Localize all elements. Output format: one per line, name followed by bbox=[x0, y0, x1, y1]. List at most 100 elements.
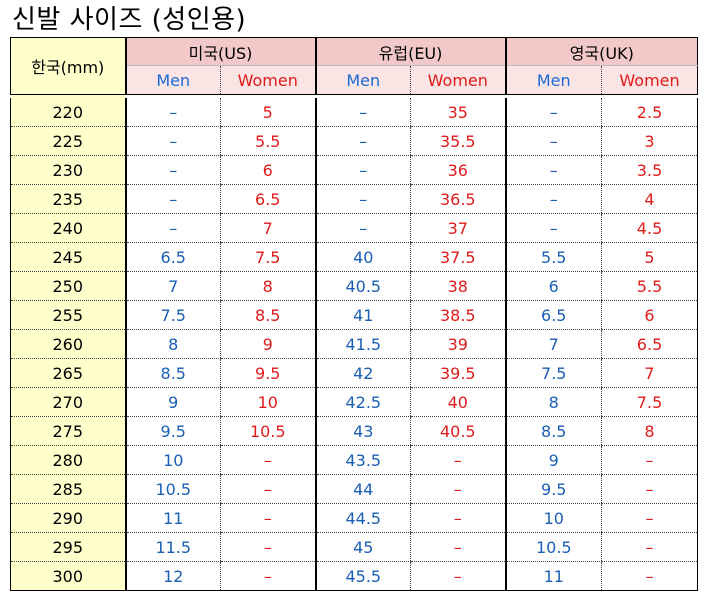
us-men-cell: – bbox=[125, 126, 221, 156]
eu-men-cell: – bbox=[314, 126, 411, 156]
us-women-cell: 8 bbox=[219, 271, 316, 301]
table-row: 230–6–36–3.5 bbox=[10, 155, 699, 185]
us-men-cell: – bbox=[125, 155, 221, 185]
uk-women-cell: – bbox=[601, 445, 699, 475]
eu-women-cell: 39 bbox=[410, 329, 506, 359]
korea-size-cell: 285 bbox=[10, 474, 127, 504]
eu-men-cell: 42 bbox=[314, 358, 411, 388]
eu-women-cell: 38 bbox=[410, 271, 506, 301]
header-us-men: Men bbox=[125, 65, 221, 95]
eu-men-cell: 45 bbox=[314, 532, 411, 562]
table-row: 220–5–35–2.5 bbox=[10, 98, 699, 127]
us-men-cell: 11.5 bbox=[125, 532, 221, 562]
us-women-cell: 9.5 bbox=[219, 358, 316, 388]
korea-size-cell: 230 bbox=[10, 155, 127, 185]
uk-men-cell: 8.5 bbox=[504, 416, 602, 446]
korea-size-cell: 225 bbox=[10, 126, 127, 156]
table-row: 275 9.5 10.5 43 40.5 8.5 8 bbox=[10, 416, 699, 446]
header-gap bbox=[10, 94, 698, 98]
eu-women-cell: – bbox=[410, 532, 506, 562]
eu-men-cell: 42.5 bbox=[314, 387, 411, 417]
korea-size-cell: 245 bbox=[10, 242, 127, 272]
eu-men-cell: – bbox=[314, 98, 411, 127]
table-row: 270 9 10 42.5 40 8 7.5 bbox=[10, 387, 699, 417]
shoe-size-table: 한국(mm) 미국(US) 유럽(EU) 영국(UK) Men Women Me… bbox=[10, 37, 699, 591]
eu-women-cell: – bbox=[410, 445, 506, 475]
page-title: 신발 사이즈 (성인용) bbox=[12, 5, 247, 35]
us-men-cell: 7.5 bbox=[125, 300, 221, 330]
table-row: 225–5.5–35.5–3 bbox=[10, 126, 699, 156]
uk-women-cell: – bbox=[601, 474, 699, 504]
eu-women-cell: 39.5 bbox=[410, 358, 506, 388]
eu-men-cell: 41.5 bbox=[314, 329, 411, 359]
eu-men-cell: – bbox=[314, 184, 411, 214]
us-men-cell: – bbox=[125, 98, 221, 127]
uk-men-cell: – bbox=[504, 98, 602, 127]
eu-women-cell: 37.5 bbox=[410, 242, 506, 272]
uk-women-cell: 6 bbox=[601, 300, 699, 330]
header-eu-men: Men bbox=[314, 65, 411, 95]
korea-size-cell: 260 bbox=[10, 329, 127, 359]
korea-size-cell: 235 bbox=[10, 184, 127, 214]
us-women-cell: 7 bbox=[219, 213, 316, 243]
uk-men-cell: 8 bbox=[504, 387, 602, 417]
uk-women-cell: – bbox=[601, 532, 699, 562]
uk-men-cell: – bbox=[504, 126, 602, 156]
eu-women-cell: 36.5 bbox=[410, 184, 506, 214]
table-row: 290 11–44.5–10– bbox=[10, 503, 699, 533]
us-men-cell: 9 bbox=[125, 387, 221, 417]
uk-men-cell: 10.5 bbox=[504, 532, 602, 562]
uk-women-cell: – bbox=[601, 503, 699, 533]
us-women-cell: 10.5 bbox=[219, 416, 316, 446]
size-rows: 220–5–35–2.5 225–5.5–35.5–3 230–6–36–3.5 23… bbox=[10, 98, 699, 591]
table-row: 245 6.5 7.5 40 37.5 5.5 5 bbox=[10, 242, 699, 272]
eu-women-cell: 37 bbox=[410, 213, 506, 243]
korea-size-cell: 295 bbox=[10, 532, 127, 562]
korea-size-cell: 270 bbox=[10, 387, 127, 417]
header-group-uk: 영국(UK) bbox=[504, 37, 699, 66]
table-row: 285 10.5–44–9.5– bbox=[10, 474, 699, 504]
uk-men-cell: 6 bbox=[504, 271, 602, 301]
eu-women-cell: 40 bbox=[410, 387, 506, 417]
us-men-cell: 11 bbox=[125, 503, 221, 533]
uk-women-cell: 6.5 bbox=[601, 329, 699, 359]
us-women-cell: – bbox=[219, 532, 316, 562]
uk-men-cell: 9.5 bbox=[504, 474, 602, 504]
header-korea-mm: 한국(mm) bbox=[10, 37, 127, 95]
header-uk-women: Women bbox=[601, 65, 699, 95]
uk-men-cell: 10 bbox=[504, 503, 602, 533]
eu-women-cell: – bbox=[410, 474, 506, 504]
eu-women-cell: 35.5 bbox=[410, 126, 506, 156]
us-men-cell: 12 bbox=[125, 561, 221, 591]
us-men-cell: – bbox=[125, 213, 221, 243]
uk-women-cell: 2.5 bbox=[601, 98, 699, 127]
eu-women-cell: 40.5 bbox=[410, 416, 506, 446]
uk-men-cell: 6.5 bbox=[504, 300, 602, 330]
korea-size-cell: 240 bbox=[10, 213, 127, 243]
us-men-cell: 10.5 bbox=[125, 474, 221, 504]
table-row: 255 7.5 8.5 41 38.5 6.5 6 bbox=[10, 300, 699, 330]
uk-women-cell: 3 bbox=[601, 126, 699, 156]
us-men-cell: 9.5 bbox=[125, 416, 221, 446]
korea-size-cell: 265 bbox=[10, 358, 127, 388]
table-row: 260 8 9 41.5 39 7 6.5 bbox=[10, 329, 699, 359]
table-row: 250 7 8 40.5 38 6 5.5 bbox=[10, 271, 699, 301]
eu-women-cell: 38.5 bbox=[410, 300, 506, 330]
uk-men-cell: – bbox=[504, 184, 602, 214]
uk-men-cell: 7.5 bbox=[504, 358, 602, 388]
eu-men-cell: 44.5 bbox=[314, 503, 411, 533]
korea-size-cell: 250 bbox=[10, 271, 127, 301]
korea-size-cell: 275 bbox=[10, 416, 127, 446]
eu-men-cell: – bbox=[314, 213, 411, 243]
us-men-cell: 8 bbox=[125, 329, 221, 359]
us-women-cell: 8.5 bbox=[219, 300, 316, 330]
header-group-eu: 유럽(EU) bbox=[314, 37, 506, 66]
us-women-cell: – bbox=[219, 474, 316, 504]
eu-men-cell: 43 bbox=[314, 416, 411, 446]
us-women-cell: – bbox=[219, 445, 316, 475]
us-men-cell: 10 bbox=[125, 445, 221, 475]
us-women-cell: 5 bbox=[219, 98, 316, 127]
uk-men-cell: – bbox=[504, 213, 602, 243]
uk-women-cell: 4.5 bbox=[601, 213, 699, 243]
table-row: 295 11.5–45–10.5– bbox=[10, 532, 699, 562]
